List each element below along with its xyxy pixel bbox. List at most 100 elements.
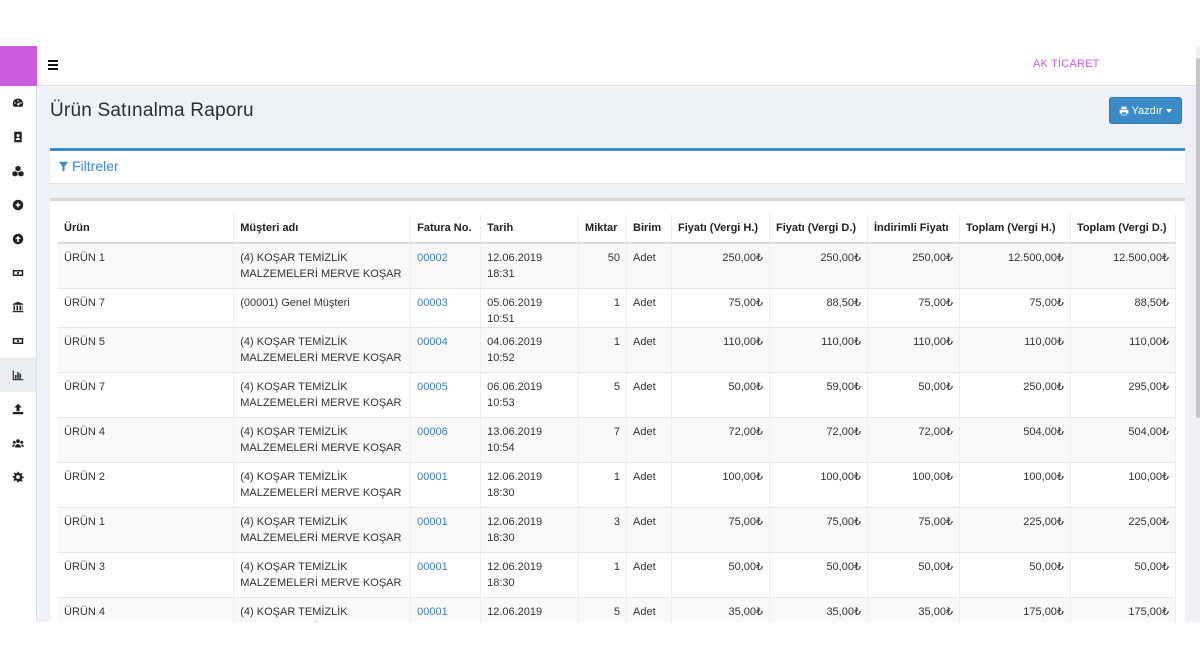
cell-fatura: 00001 <box>410 461 482 507</box>
column-header[interactable]: Fiyatı (Vergi D.) <box>769 214 868 244</box>
filter-title-label: Filtreler <box>72 158 119 174</box>
sidebar-item-settings[interactable] <box>0 460 36 494</box>
invoice-link[interactable]: 00001 <box>417 515 448 528</box>
cell-indirimli: 50,00₺ <box>867 551 960 597</box>
cell-tarih: 12.06.2019 18:30 <box>480 461 580 507</box>
sidebar-item-cash[interactable] <box>0 256 36 290</box>
cell-fiyat_d: 50,00₺ <box>769 551 868 597</box>
cell-fiyat_d: 110,00₺ <box>769 326 868 372</box>
invoice-link[interactable]: 00001 <box>417 470 448 483</box>
table-row: ÜRÜN 4(4) KOŞAR TEMİZLİK MALZEMELERİ MER… <box>58 416 1177 462</box>
column-header[interactable]: Fiyatı (Vergi H.) <box>671 214 770 244</box>
cell-indirimli: 110,00₺ <box>867 326 960 372</box>
invoice-link[interactable]: 00001 <box>417 560 448 573</box>
cell-fatura: 00004 <box>410 326 482 372</box>
sidebar-item-upload-circle[interactable] <box>0 222 36 256</box>
sidebar-item-dashboard[interactable] <box>0 86 36 120</box>
brand-logo-box[interactable] <box>0 46 37 86</box>
sidebar-item-payments[interactable] <box>0 324 36 358</box>
report-table: Ürün Müşteri adı Fatura No. Tarih Miktar… <box>58 214 1177 622</box>
invoice-link[interactable]: 00001 <box>417 605 448 618</box>
table-row: ÜRÜN 1 (4) KOŞAR TEMİZLİK MALZEMELERİ MER… <box>58 506 1177 552</box>
filter-toggle[interactable]: Filtreler <box>58 158 119 174</box>
column-header[interactable]: Fatura No. <box>410 214 482 244</box>
cell-fiyat_h: 50,00₺ <box>671 371 770 417</box>
column-header[interactable]: Toplam (Vergi H.) <box>959 214 1071 244</box>
cell-indirimli: 35,00₺ <box>867 596 960 622</box>
users-icon <box>12 439 24 448</box>
cell-birim: Adet <box>626 461 672 507</box>
table-row: ÜRÜN 7 (00001) Genel Müşteri 00003 05.06.20… <box>58 287 1177 327</box>
page-title: Ürün Satınalma Raporu <box>50 100 254 121</box>
cell-fiyat_d: 59,00₺ <box>769 371 868 417</box>
app-frame: AK TİCARET <box>0 46 1200 622</box>
sidebar-item-users[interactable] <box>0 426 36 460</box>
invoice-link[interactable]: 00002 <box>417 252 448 264</box>
cell-fiyat_d: 72,00₺ <box>769 416 868 462</box>
cell-toplam_h: 250,00₺ <box>959 371 1071 417</box>
sidebar-item-contacts[interactable] <box>0 120 36 154</box>
arrow-up-circle-icon <box>12 233 24 245</box>
scrollbar-thumb[interactable] <box>1196 58 1200 418</box>
cell-fatura: 00005 <box>410 371 482 417</box>
column-header[interactable]: Birim <box>626 214 672 244</box>
invoice-link[interactable]: 00005 <box>417 380 448 393</box>
cell-toplam_h: 110,00₺ <box>959 326 1071 372</box>
cell-birim: Adet <box>626 416 672 462</box>
table-row: ÜRÜN 4(4) KOŞAR TEMİZLİK MALZEMELERİ MER… <box>58 596 1177 622</box>
cell-musteri: (4) KOŞAR TEMİZLİK MALZEMELERİ MERVE KOŞ… <box>233 506 412 552</box>
cell-miktar: 5 <box>578 596 628 622</box>
cell-toplam_h: 175,00₺ <box>959 596 1071 622</box>
column-header[interactable]: Toplam (Vergi D.) <box>1070 214 1177 244</box>
sidebar-item-reports[interactable] <box>0 358 36 392</box>
cell-musteri: (4) KOŞAR TEMİZLİK MALZEMELERİ MERVE KOŞ… <box>233 416 412 462</box>
cell-toplam_d: 110,00₺ <box>1070 326 1177 372</box>
cell-tarih: 12.06.2019 18:30 <box>480 596 580 622</box>
cell-tarih: 06.06.2019 10:53 <box>480 371 580 417</box>
cell-miktar: 50 <box>578 242 628 288</box>
company-name-link[interactable]: AK TİCARET <box>1033 58 1100 70</box>
cell-urun: ÜRÜN 1 <box>58 242 235 288</box>
sidebar-item-products[interactable] <box>0 154 36 188</box>
cell-miktar: 3 <box>578 506 628 552</box>
cell-toplam_d: 225,00₺ <box>1070 506 1177 552</box>
cell-indirimli: 50,00₺ <box>867 371 960 417</box>
top-navbar: AK TİCARET <box>37 46 1200 622</box>
print-dropdown-button[interactable]: Yazdır <box>1109 97 1182 124</box>
cell-toplam_d: 12.500,00₺ <box>1070 242 1177 288</box>
cell-toplam_h: 225,00₺ <box>959 506 1071 552</box>
invoice-link[interactable]: 00006 <box>417 425 448 438</box>
sidebar-item-export[interactable] <box>0 392 36 426</box>
cell-fatura: 00001 <box>410 596 482 622</box>
report-table-panel: Ürün Müşteri adı Fatura No. Tarih Miktar… <box>50 198 1185 622</box>
invoice-link[interactable]: 00003 <box>417 296 448 309</box>
cell-urun: ÜRÜN 4 <box>58 596 235 622</box>
upload-icon <box>12 403 24 415</box>
bar-chart-icon <box>12 370 24 381</box>
sidebar-item-bank[interactable] <box>0 290 36 324</box>
column-header[interactable]: Miktar <box>578 214 628 244</box>
column-header[interactable]: Ürün <box>58 214 235 244</box>
column-header[interactable]: Tarih <box>480 214 580 244</box>
cell-urun: ÜRÜN 2 <box>58 461 235 507</box>
cell-fiyat_h: 75,00₺ <box>671 506 770 552</box>
cell-toplam_d: 88,50₺ <box>1070 287 1177 327</box>
cubes-icon <box>12 165 24 177</box>
sidebar <box>0 86 37 622</box>
cell-indirimli: 75,00₺ <box>867 506 960 552</box>
hamburger-menu-icon[interactable] <box>48 60 58 70</box>
cell-fiyat_d: 100,00₺ <box>769 461 868 507</box>
column-header[interactable]: Müşteri adı <box>233 214 412 244</box>
invoice-link[interactable]: 00004 <box>417 335 448 348</box>
cell-birim: Adet <box>626 371 672 417</box>
column-header[interactable]: İndirimli Fiyatı <box>867 214 960 244</box>
contacts-book-icon <box>14 131 22 143</box>
cell-indirimli: 100,00₺ <box>867 461 960 507</box>
money-bill-icon <box>12 338 24 344</box>
cell-fatura: 00006 <box>410 416 482 462</box>
table-row: ÜRÜN 3 (4) KOŞAR TEMİZLİK MALZEMELERİ MER… <box>58 551 1177 597</box>
sidebar-item-add[interactable] <box>0 188 36 222</box>
table-header-row: Ürün Müşteri adı Fatura No. Tarih Miktar… <box>58 214 1177 244</box>
cell-fatura: 00003 <box>410 287 482 327</box>
